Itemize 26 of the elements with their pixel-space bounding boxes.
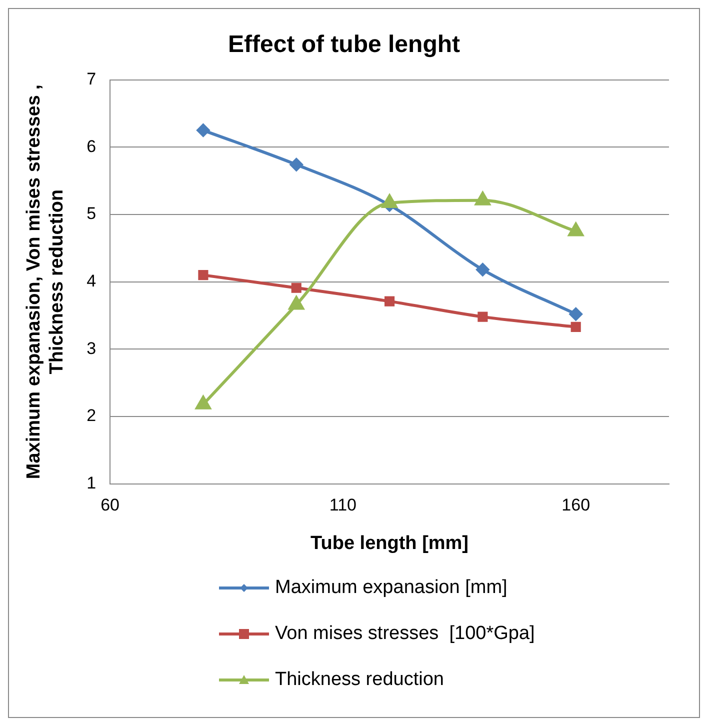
point	[196, 124, 210, 137]
y-tick-label: 5	[86, 204, 96, 224]
x-tick-label: 160	[562, 496, 590, 515]
point	[290, 158, 303, 172]
y-tick-label: 2	[86, 406, 96, 426]
legend-label: Maximum expanasion [mm]	[275, 577, 508, 599]
y-tick-label: 3	[86, 338, 96, 358]
point	[478, 312, 488, 322]
legend-label: Thickness reduction	[275, 669, 444, 691]
point	[198, 270, 208, 280]
point	[384, 296, 395, 306]
point	[382, 194, 398, 208]
y-tick-label: 1	[86, 473, 96, 492]
point	[569, 308, 582, 321]
point	[291, 282, 302, 293]
point	[570, 322, 581, 332]
x-tick-label: 110	[329, 496, 357, 515]
y-tick-label: 4	[86, 271, 96, 290]
point	[476, 263, 490, 276]
y-axis-title: Maximum expanasion, Von mises stresses , Thickness reduction	[24, 84, 68, 480]
y-tick-label: 6	[86, 136, 96, 156]
legend-label: Von mises stresses [100*Gpa]	[275, 623, 535, 645]
chart-title: Effect of tube lenght	[228, 31, 460, 58]
x-tick-label: 60	[100, 496, 120, 515]
x-axis-title: Tube length [mm]	[310, 532, 469, 554]
y-tick-label: 7	[86, 69, 96, 88]
